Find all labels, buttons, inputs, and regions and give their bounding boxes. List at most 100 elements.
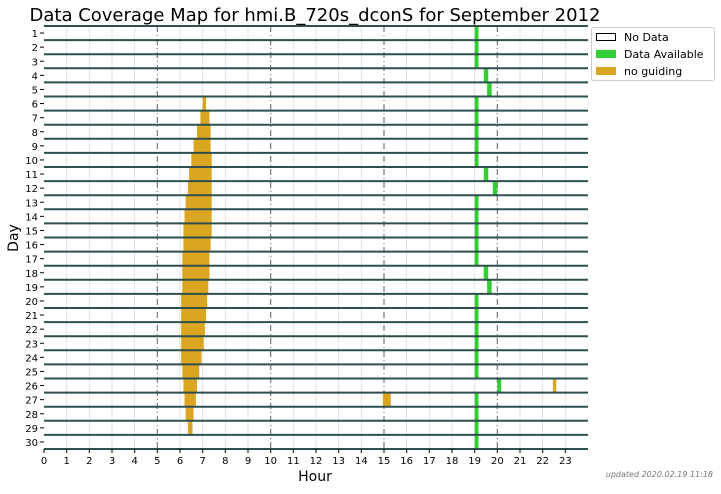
legend: No Data Data Available no guiding: [591, 27, 715, 81]
coverage-bar: [182, 251, 210, 266]
y-tick-label: 4: [32, 71, 38, 82]
legend-swatch: [596, 50, 616, 58]
updated-timestamp: updated 2020.02.19 11:18: [605, 470, 713, 479]
coverage-bar: [200, 110, 210, 125]
y-tick-label: 22: [25, 325, 38, 336]
coverage-bar: [187, 420, 193, 435]
y-tick-label: 1: [32, 29, 38, 40]
legend-item-no-data: No Data: [596, 29, 714, 45]
x-tick-label: 7: [199, 456, 205, 467]
coverage-bar: [202, 96, 207, 111]
coverage-bar: [382, 392, 391, 407]
x-tick-label: 22: [536, 456, 549, 467]
coverage-bar: [191, 152, 212, 167]
y-tick-label: 26: [25, 382, 38, 393]
y-tick-label: 30: [25, 438, 38, 449]
y-tick-label: 25: [25, 367, 38, 378]
coverage-bar: [474, 152, 479, 167]
x-tick-label: 6: [177, 456, 183, 467]
coverage-bar: [197, 124, 211, 139]
coverage-bar: [474, 322, 479, 337]
y-tick-label: 2: [32, 43, 38, 54]
y-tick-label: 3: [32, 57, 38, 68]
y-tick-label: 24: [25, 353, 38, 364]
coverage-bar: [474, 40, 479, 55]
y-tick-label: 13: [25, 198, 38, 209]
x-tick-label: 17: [423, 456, 436, 467]
y-tick-label: 11: [25, 170, 38, 181]
coverage-bar: [193, 138, 211, 153]
y-tick-label: 20: [25, 297, 38, 308]
coverage-bar: [474, 26, 479, 41]
y-axis-label: Day: [6, 224, 22, 252]
coverage-bar: [487, 82, 492, 97]
coverage-bar: [474, 364, 479, 379]
coverage-bar: [181, 336, 204, 351]
x-tick-label: 5: [154, 456, 160, 467]
y-tick-label: 12: [25, 184, 38, 195]
y-tick-label: 28: [25, 410, 38, 421]
coverage-bar: [483, 265, 489, 280]
coverage-bar: [487, 279, 492, 294]
coverage-bar: [185, 195, 212, 210]
x-tick-label: 13: [332, 456, 345, 467]
y-tick-label: 8: [32, 128, 38, 139]
coverage-bar: [474, 96, 479, 111]
coverage-bar: [184, 392, 196, 407]
coverage-bar: [474, 209, 479, 224]
coverage-bar: [184, 209, 212, 224]
x-tick-label: 20: [491, 456, 504, 467]
x-tick-label: 23: [559, 456, 572, 467]
y-tick-label: 7: [32, 114, 38, 125]
coverage-bar: [183, 237, 211, 252]
y-tick-label: 16: [25, 241, 38, 252]
coverage-bar: [552, 378, 557, 393]
coverage-bar: [474, 138, 479, 153]
coverage-bar: [187, 181, 212, 196]
x-tick-label: 12: [310, 456, 323, 467]
x-tick-label: 4: [131, 456, 137, 467]
coverage-bar: [181, 293, 208, 308]
y-tick-label: 17: [25, 255, 38, 266]
coverage-bar: [181, 350, 202, 365]
coverage-bar: [474, 420, 479, 435]
legend-item-data-available: Data Available: [596, 46, 714, 62]
y-tick-label: 29: [25, 424, 38, 435]
legend-item-no-guiding: no guiding: [596, 63, 714, 79]
y-tick-label: 19: [25, 283, 38, 294]
coverage-bar: [474, 124, 479, 139]
legend-label: Data Available: [624, 47, 704, 61]
coverage-bar: [182, 364, 200, 379]
y-tick-label: 15: [25, 226, 38, 237]
x-axis-label: Hour: [298, 469, 332, 485]
y-tick-label: 21: [25, 311, 38, 322]
coverage-bar: [474, 350, 479, 365]
x-tick-label: 11: [287, 456, 300, 467]
x-tick-label: 14: [355, 456, 368, 467]
y-tick-label: 5: [32, 85, 38, 96]
y-tick-label: 9: [32, 142, 38, 153]
coverage-bar: [181, 308, 207, 323]
x-tick-label: 10: [264, 456, 277, 467]
coverage-bar: [182, 265, 210, 280]
coverage-bar: [182, 279, 209, 294]
y-tick-label: 6: [32, 100, 38, 111]
x-tick-label: 0: [41, 456, 47, 467]
coverage-bar: [474, 392, 479, 407]
coverage-bar: [474, 434, 479, 449]
coverage-bar: [483, 167, 489, 182]
x-tick-label: 9: [245, 456, 251, 467]
coverage-bar: [474, 336, 479, 351]
x-tick-label: 21: [514, 456, 527, 467]
coverage-bar: [183, 378, 197, 393]
legend-label: no guiding: [624, 64, 683, 78]
coverage-bar: [474, 308, 479, 323]
y-tick-label: 10: [25, 156, 38, 167]
y-tick-label: 18: [25, 269, 38, 280]
coverage-bar: [474, 237, 479, 252]
y-tick-label: 23: [25, 339, 38, 350]
coverage-bar: [183, 223, 212, 238]
x-tick-label: 1: [63, 456, 69, 467]
